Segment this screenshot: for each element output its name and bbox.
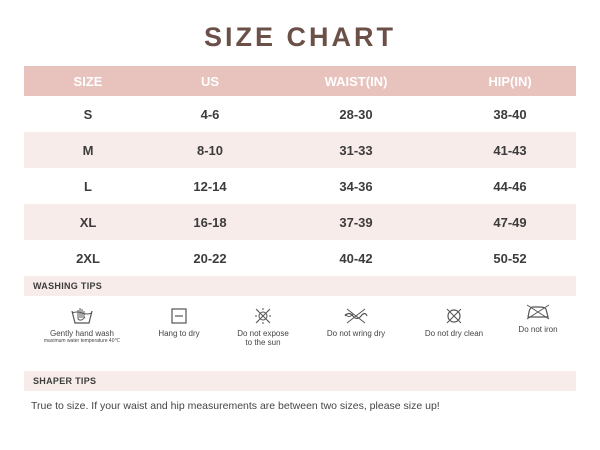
header-us: US (152, 66, 268, 96)
cell-hip: 47-49 (444, 204, 576, 240)
washing-tips-heading: WASHING TIPS (24, 276, 576, 296)
tip-hand-wash: Gently hand wash maximum water temperatu… (32, 306, 132, 344)
no-sun-icon (255, 308, 271, 324)
cell-hip: 41-43 (444, 132, 576, 168)
tip-label: Hang to dry (158, 329, 200, 338)
table-row: M 8-10 31-33 41-43 (24, 132, 576, 168)
size-table: SIZE US WAIST(IN) HIP(IN) S 4-6 28-30 38… (24, 66, 576, 276)
table-row: S 4-6 28-30 38-40 (24, 96, 576, 132)
tip-label: Do not iron (518, 325, 558, 334)
cell-us: 20-22 (193, 250, 227, 266)
tip-no-sun: Do not expose to the sun (228, 306, 298, 347)
cell-size: M (24, 132, 152, 168)
tip-label: Do not wring dry (326, 329, 386, 338)
cell-us: 16-18 (152, 204, 268, 240)
cell-us: 8-10 (152, 132, 268, 168)
header-hip: HIP(IN) (444, 66, 576, 96)
washing-tips: Gently hand wash maximum water temperatu… (24, 304, 576, 362)
table-header-row: SIZE US WAIST(IN) HIP(IN) (24, 66, 576, 96)
header-size: SIZE (24, 66, 152, 96)
table-row: XL 16-18 37-39 47-49 (24, 204, 576, 240)
no-dry-clean-icon (446, 308, 462, 324)
table-row: L 12-14 34-36 44-46 (24, 168, 576, 204)
header-waist: WAIST(IN) (268, 66, 444, 96)
cell-hip: 44-46 (493, 178, 527, 194)
cell-hip: 38-40 (493, 106, 527, 122)
no-iron-icon (526, 304, 550, 320)
cell-us: 4-6 (200, 106, 220, 122)
cell-waist: 31-33 (268, 132, 444, 168)
cell-waist: 34-36 (339, 178, 373, 194)
cell-us: 12-14 (193, 178, 227, 194)
tip-hang-dry: Hang to dry (149, 306, 209, 338)
page-title: SIZE CHART (204, 22, 396, 52)
tip-no-iron: Do not iron (508, 302, 568, 334)
shaper-tips-text: True to size. If your waist and hip meas… (31, 400, 440, 412)
shaper-tips-heading: SHAPER TIPS (24, 371, 576, 391)
cell-waist: 40-42 (339, 250, 373, 266)
table-row: 2XL 20-22 40-42 50-52 (24, 240, 576, 276)
cell-size: 2XL (76, 250, 100, 266)
cell-size: XL (24, 204, 152, 240)
tip-label: Gently hand wash (49, 329, 115, 338)
cell-waist: 28-30 (339, 106, 373, 122)
hang-dry-icon (171, 308, 187, 324)
cell-size: L (84, 178, 92, 194)
hand-wash-icon (71, 308, 93, 324)
no-wring-icon (344, 308, 368, 324)
tip-label: Do not expose to the sun (237, 329, 289, 347)
cell-hip: 50-52 (493, 250, 527, 266)
tip-no-dry-clean: Do not dry clean (414, 306, 494, 338)
tip-label: Do not dry clean (424, 329, 484, 338)
cell-size: S (83, 106, 93, 122)
tip-sublabel: maximum water temperature 40℃ (43, 338, 121, 344)
tip-no-wring: Do not wring dry (316, 306, 396, 338)
cell-waist: 37-39 (268, 204, 444, 240)
